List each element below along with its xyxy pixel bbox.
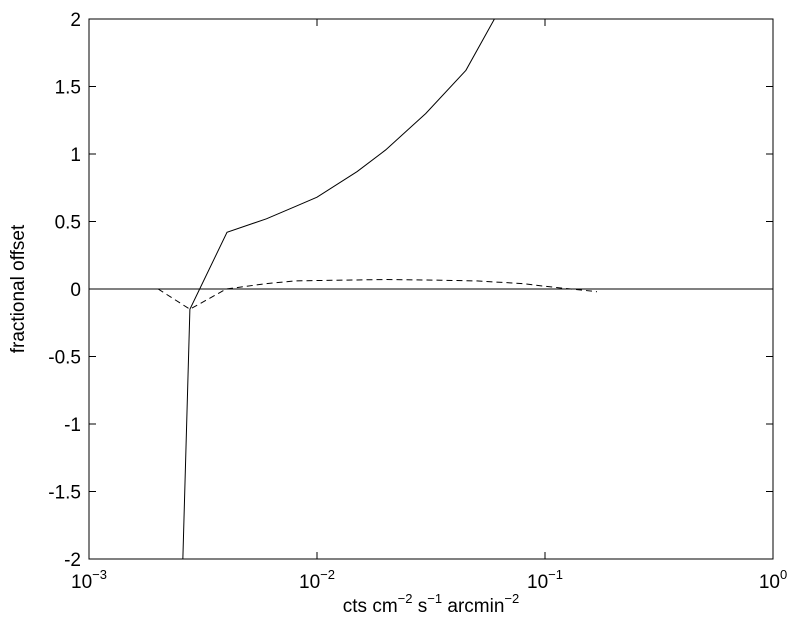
x-label-superscript: −2 [504, 591, 519, 606]
x-tick-base: 10 [759, 572, 780, 593]
x-axis-label: cts cm−2 s−1 arcmin−2 [343, 591, 519, 617]
x-tick-label: 10−3 [71, 567, 107, 593]
y-tick-label: 0.5 [55, 213, 81, 234]
x-tick-exponent: −2 [320, 567, 335, 582]
x-label-text: cts cm [343, 596, 398, 617]
x-label-superscript: −1 [427, 591, 442, 606]
x-tick-exponent: 0 [780, 567, 787, 582]
x-tick-label: 100 [759, 567, 787, 593]
x-tick-base: 10 [527, 572, 548, 593]
x-tick-label: 10−2 [299, 567, 335, 593]
x-label-text: s [412, 596, 427, 617]
x-tick-base: 10 [71, 572, 92, 593]
y-axis-label: fractional offset [8, 224, 29, 353]
x-tick-exponent: −1 [548, 567, 563, 582]
y-tick-label: -1 [64, 415, 81, 436]
y-tick-label: 1 [70, 145, 81, 166]
y-tick-label: -1.5 [48, 483, 81, 504]
y-tick-label: 1.5 [55, 78, 81, 99]
x-tick-exponent: −3 [92, 567, 107, 582]
y-tick-label: -2 [64, 550, 81, 571]
x-tick-base: 10 [299, 572, 320, 593]
x-label-text: arcmin [442, 596, 504, 617]
series-line [182, 19, 495, 559]
y-tick-label: -0.5 [48, 348, 81, 369]
y-tick-label: 2 [70, 10, 81, 31]
x-tick-label: 10−1 [527, 567, 563, 593]
y-tick-label: 0 [70, 280, 81, 301]
x-label-superscript: −2 [398, 591, 413, 606]
